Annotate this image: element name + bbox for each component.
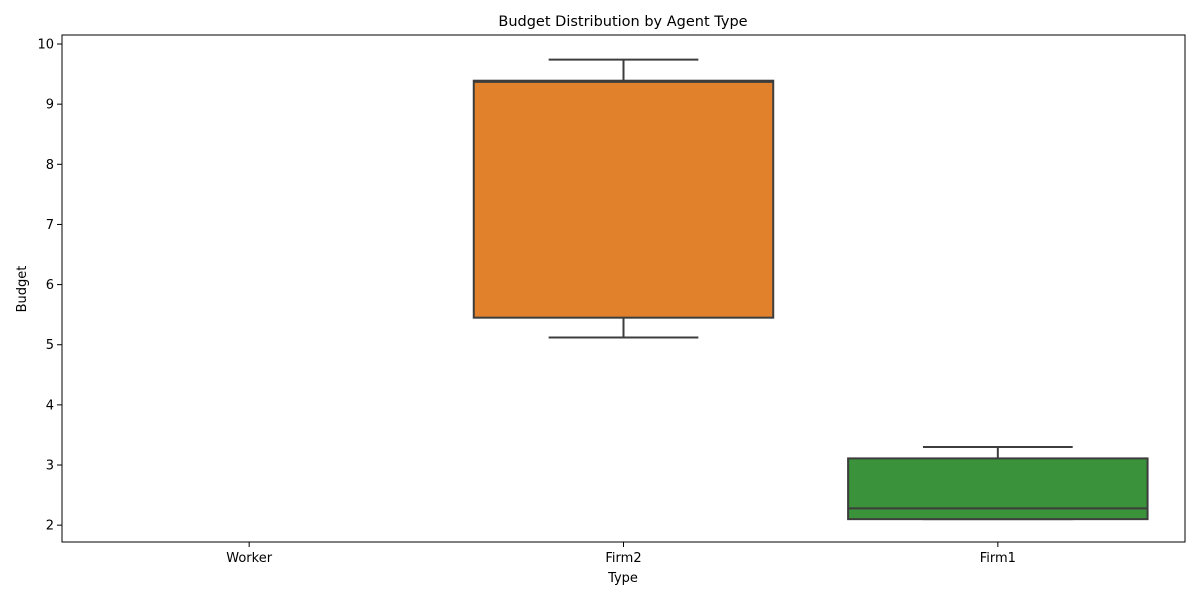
chart-title: Budget Distribution by Agent Type — [498, 14, 747, 30]
box-firm1 — [847, 445, 1149, 521]
x-tick-label: Firm1 — [980, 551, 1016, 566]
y-tick-label: 7 — [46, 218, 54, 233]
y-tick-label: 6 — [46, 278, 54, 293]
y-tick-label: 3 — [46, 459, 54, 474]
box-firm2 — [472, 58, 775, 339]
y-tick-label: 9 — [46, 98, 54, 113]
y-axis: 2 3 4 5 6 7 8 9 10 — [37, 38, 62, 534]
x-axis-label: Type — [607, 571, 638, 586]
box-body — [847, 457, 1149, 521]
y-tick-label: 10 — [37, 38, 54, 53]
x-tick-label: Firm2 — [605, 551, 641, 566]
y-tick-label: 8 — [46, 158, 54, 173]
y-tick-label: 2 — [46, 519, 54, 534]
y-tick-label: 4 — [46, 398, 54, 413]
x-tick-label: Worker — [226, 551, 272, 566]
boxes-layer — [472, 58, 1149, 521]
box-body — [472, 79, 775, 319]
x-axis: Worker Firm2 Firm1 — [226, 542, 1016, 566]
y-axis-label: Budget — [15, 266, 30, 313]
y-tick-label: 5 — [46, 338, 54, 353]
